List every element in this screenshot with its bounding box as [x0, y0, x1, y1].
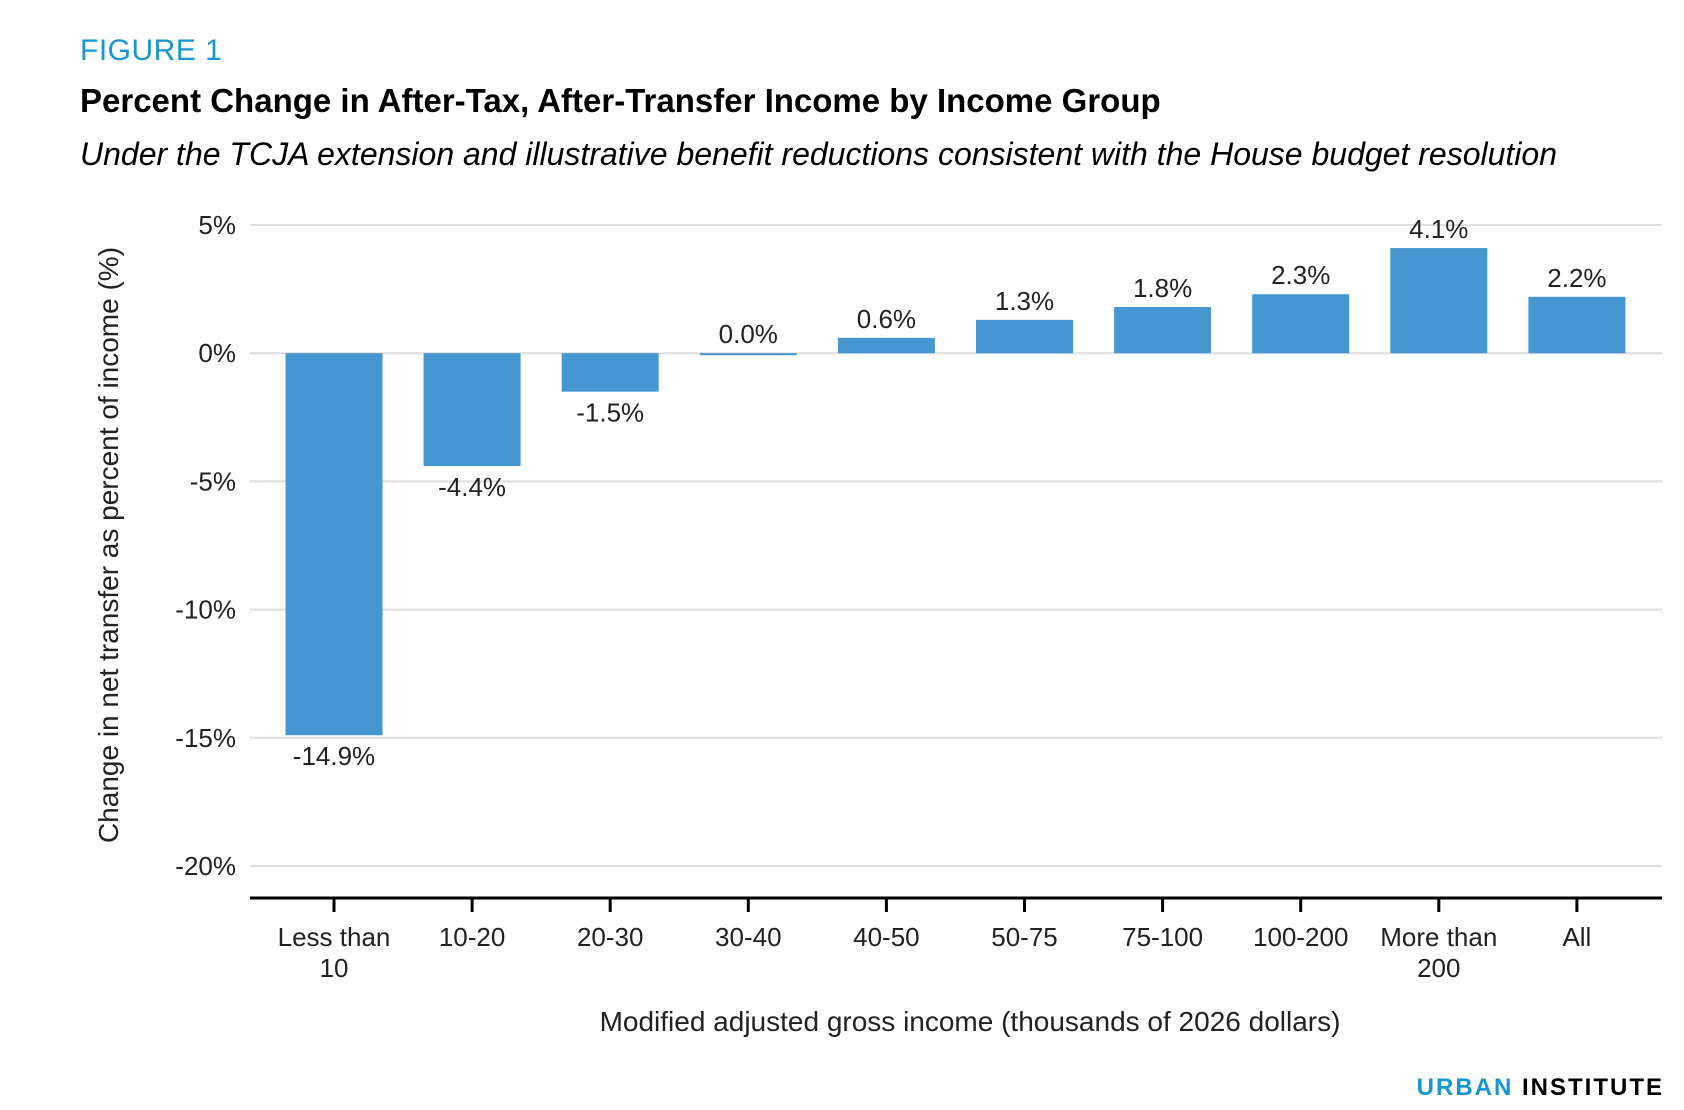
- brand-urban: URBAN: [1416, 1074, 1514, 1101]
- data-label: -4.4%: [438, 472, 506, 502]
- x-tick-label: More than: [1380, 922, 1497, 952]
- bar: [423, 353, 521, 467]
- chart-title: Percent Change in After-Tax, After-Trans…: [80, 82, 1161, 119]
- x-tick-label: 200: [1417, 953, 1460, 983]
- data-labels: -14.9% -4.4% -1.5% 0.0% 0.6% 1.3% 1.8% 2.3% 4.1%…: [293, 214, 1607, 771]
- x-tick-label: 40-50: [853, 922, 920, 952]
- bar: [1252, 294, 1350, 354]
- x-tick-label: 75-100: [1122, 922, 1203, 952]
- bar: [1390, 248, 1488, 354]
- x-axis-title: Modified adjusted gross income (thousand…: [600, 1006, 1341, 1037]
- data-label: 4.1%: [1409, 214, 1468, 244]
- x-tick-label: 50-75: [991, 922, 1058, 952]
- data-label: -14.9%: [293, 741, 375, 771]
- chart-subtitle: Under the TCJA extension and illustrativ…: [80, 136, 1557, 172]
- figure-label: FIGURE 1: [80, 34, 223, 67]
- x-tick-label: 20-30: [577, 922, 644, 952]
- bar: [1528, 296, 1626, 354]
- y-axis-title: Change in net transfer as percent of inc…: [93, 247, 124, 843]
- bar: [837, 337, 935, 354]
- brand-logo: URBAN INSTITUTE: [1417, 1074, 1664, 1102]
- y-axis: 5% 0% -5% -10% -15% -20%: [175, 210, 236, 881]
- bar: [285, 353, 383, 736]
- bar: [1114, 307, 1212, 354]
- y-tick-label: -20%: [175, 851, 236, 881]
- bar: [561, 353, 659, 392]
- y-tick-label: 0%: [198, 338, 236, 368]
- data-label: 1.3%: [995, 286, 1054, 316]
- data-label: -1.5%: [576, 398, 644, 428]
- data-label: 1.8%: [1133, 273, 1192, 303]
- y-tick-label: 5%: [198, 210, 236, 240]
- bar: [976, 319, 1073, 354]
- bars: [285, 248, 1626, 736]
- x-tick-label: 10: [320, 953, 349, 983]
- y-tick-label: -15%: [175, 723, 236, 753]
- x-tick-label: Less than: [278, 922, 391, 952]
- y-tick-label: -10%: [175, 595, 236, 625]
- x-tick-label: 30-40: [715, 922, 782, 952]
- x-tick-label: 100-200: [1253, 922, 1348, 952]
- data-label: 0.0%: [719, 319, 778, 349]
- data-label: 2.3%: [1271, 260, 1330, 290]
- data-label: 2.2%: [1547, 263, 1606, 293]
- bar: [699, 353, 797, 356]
- x-tick-label: 10-20: [439, 922, 506, 952]
- x-tick-label: All: [1562, 922, 1591, 952]
- data-label: 0.6%: [857, 304, 916, 334]
- brand-institute: INSTITUTE: [1522, 1074, 1664, 1101]
- y-tick-label: -5%: [190, 466, 236, 496]
